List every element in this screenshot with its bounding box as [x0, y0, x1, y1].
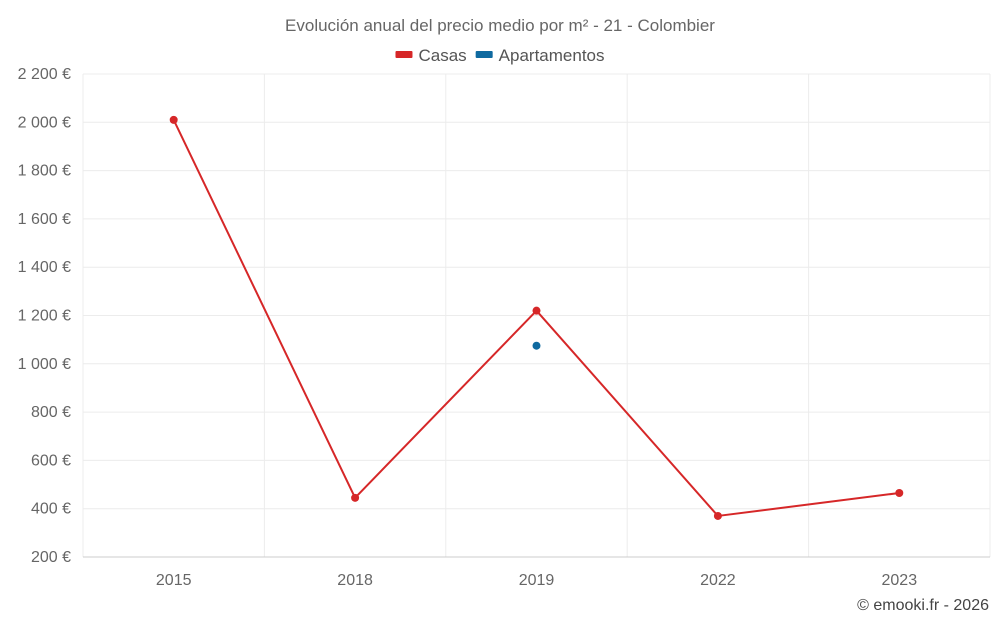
- y-tick-label: 800 €: [31, 404, 71, 421]
- y-tick-label: 2 000 €: [18, 114, 71, 131]
- x-tick-label: 2023: [882, 572, 918, 589]
- legend-swatch: [475, 51, 493, 58]
- y-axis: 200 € 400 € 600 € 800 € 1 000 € 1 200 € 1 400 …: [18, 66, 71, 566]
- series-line-casas: [172, 119, 900, 517]
- credit-text: © emooki.fr - 2026: [857, 597, 989, 614]
- data-point-casas[interactable]: [713, 511, 722, 520]
- y-tick-label: 1 600 €: [18, 211, 71, 228]
- legend-item[interactable]: Casas: [395, 46, 467, 65]
- x-tick-label: 2019: [519, 572, 555, 589]
- data-point-casas[interactable]: [351, 493, 360, 502]
- y-tick-label: 200 €: [31, 549, 71, 566]
- x-axis: 2015 2018 2019 2022 2023: [83, 556, 990, 589]
- chart-title: Evolución anual del precio medio por m² …: [285, 16, 715, 35]
- data-point-casas[interactable]: [895, 489, 904, 498]
- legend-swatch: [395, 51, 413, 58]
- y-tick-label: 1 200 €: [18, 308, 71, 325]
- y-tick-label: 1 400 €: [18, 259, 71, 276]
- x-tick-label: 2015: [156, 572, 192, 589]
- y-tick-label: 2 200 €: [18, 66, 71, 83]
- data-point-apartamentos[interactable]: [532, 341, 541, 350]
- grid: [82, 73, 991, 558]
- x-tick-label: 2018: [337, 572, 373, 589]
- y-tick-label: 1 800 €: [18, 163, 71, 180]
- legend-item[interactable]: Apartamentos: [475, 46, 605, 65]
- data-point-casas[interactable]: [532, 306, 541, 315]
- y-tick-label: 400 €: [31, 501, 71, 518]
- legend-label: Apartamentos: [499, 46, 605, 65]
- legend-label: Casas: [418, 46, 466, 65]
- data-point-casas[interactable]: [169, 115, 178, 124]
- y-tick-label: 600 €: [31, 452, 71, 469]
- legend: Casas Apartamentos: [395, 46, 605, 65]
- x-tick-label: 2022: [700, 572, 736, 589]
- series-layer: [169, 115, 904, 520]
- y-tick-label: 1 000 €: [18, 356, 71, 373]
